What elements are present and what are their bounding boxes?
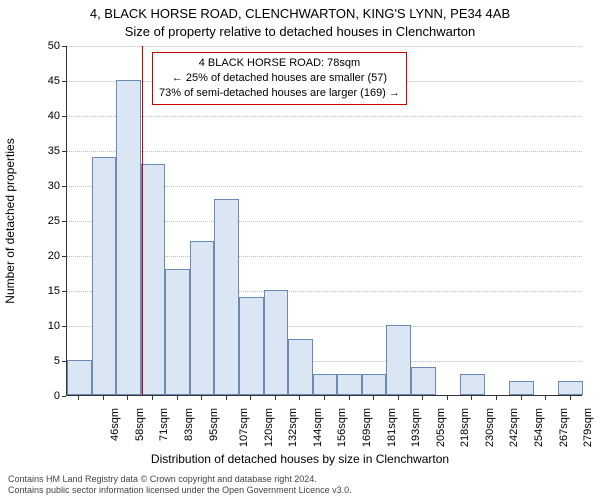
x-tick-label: 71sqm (158, 408, 170, 441)
x-tick-label: 46sqm (109, 408, 121, 441)
y-tick-label: 10 (30, 320, 60, 332)
histogram-bar (92, 157, 117, 395)
histogram-bar (141, 164, 166, 395)
y-tick-label: 25 (30, 215, 60, 227)
histogram-bar (116, 80, 141, 395)
plot-area: 4 BLACK HORSE ROAD: 78sqm← 25% of detach… (66, 46, 582, 396)
histogram-bar (558, 381, 583, 395)
x-tick-label: 230sqm (484, 408, 496, 447)
y-tick-label: 50 (30, 40, 60, 52)
histogram-bar (313, 374, 338, 395)
x-tick-label: 267sqm (558, 408, 570, 447)
histogram-bar (67, 360, 92, 395)
histogram-bar (264, 290, 289, 395)
x-tick-label: 120sqm (263, 408, 275, 447)
x-tick-mark (103, 396, 104, 400)
x-tick-label: 279sqm (582, 408, 594, 447)
x-tick-mark (349, 396, 350, 400)
x-tick-mark (496, 396, 497, 400)
x-tick-mark (398, 396, 399, 400)
y-tick-label: 0 (30, 390, 60, 402)
y-tick-label: 20 (30, 250, 60, 262)
x-tick-label: 254sqm (533, 408, 545, 447)
y-tick-label: 5 (30, 355, 60, 367)
x-tick-label: 218sqm (459, 408, 471, 447)
y-tick-mark (62, 151, 66, 152)
y-tick-label: 45 (30, 75, 60, 87)
histogram-bar (509, 381, 534, 395)
annotation-line: 73% of semi-detached houses are larger (… (159, 86, 400, 101)
x-axis-label: Distribution of detached houses by size … (0, 452, 600, 466)
x-tick-mark (373, 396, 374, 400)
x-tick-mark (521, 396, 522, 400)
x-tick-mark (152, 396, 153, 400)
histogram-bar (288, 339, 313, 395)
histogram-bar (386, 325, 411, 395)
x-tick-mark (275, 396, 276, 400)
x-tick-label: 132sqm (287, 408, 299, 447)
histogram-bar (460, 374, 485, 395)
gridline (67, 116, 582, 117)
x-tick-mark (324, 396, 325, 400)
annotation-box: 4 BLACK HORSE ROAD: 78sqm← 25% of detach… (152, 52, 407, 105)
x-tick-label: 95sqm (208, 408, 220, 441)
x-tick-mark (471, 396, 472, 400)
x-tick-label: 83sqm (183, 408, 195, 441)
y-tick-mark (62, 81, 66, 82)
x-tick-mark (177, 396, 178, 400)
annotation-line: 4 BLACK HORSE ROAD: 78sqm (159, 56, 400, 71)
x-tick-label: 107sqm (238, 408, 250, 447)
x-tick-mark (201, 396, 202, 400)
histogram-bar (239, 297, 264, 395)
footer-line-1: Contains HM Land Registry data © Crown c… (8, 474, 352, 485)
property-marker-line (142, 46, 143, 395)
x-tick-label: 193sqm (410, 408, 422, 447)
footer-line-2: Contains public sector information licen… (8, 485, 352, 496)
y-tick-mark (62, 221, 66, 222)
histogram-bar (411, 367, 436, 395)
gridline (67, 46, 582, 47)
y-tick-mark (62, 256, 66, 257)
x-tick-mark (422, 396, 423, 400)
x-tick-label: 181sqm (386, 408, 398, 447)
y-tick-mark (62, 291, 66, 292)
gridline (67, 151, 582, 152)
footer-attribution: Contains HM Land Registry data © Crown c… (8, 474, 352, 497)
histogram-bar (362, 374, 387, 395)
x-tick-mark (447, 396, 448, 400)
x-tick-mark (570, 396, 571, 400)
x-tick-label: 169sqm (361, 408, 373, 447)
y-tick-mark (62, 186, 66, 187)
histogram-bar (190, 241, 215, 395)
x-tick-label: 58sqm (134, 408, 146, 441)
y-tick-mark (62, 46, 66, 47)
y-tick-label: 35 (30, 145, 60, 157)
y-tick-label: 40 (30, 110, 60, 122)
x-tick-mark (299, 396, 300, 400)
x-tick-label: 242sqm (509, 408, 521, 447)
histogram-bar (165, 269, 190, 395)
y-tick-mark (62, 116, 66, 117)
y-tick-mark (62, 396, 66, 397)
histogram-bar (214, 199, 239, 395)
y-axis-label: Number of detached properties (3, 138, 17, 303)
x-tick-label: 156sqm (337, 408, 349, 447)
x-tick-label: 205sqm (435, 408, 447, 447)
y-tick-mark (62, 326, 66, 327)
x-tick-mark (127, 396, 128, 400)
annotation-line: ← 25% of detached houses are smaller (57… (159, 71, 400, 86)
y-tick-mark (62, 361, 66, 362)
x-tick-mark (250, 396, 251, 400)
x-tick-label: 144sqm (312, 408, 324, 447)
x-tick-mark (78, 396, 79, 400)
chart-container: 4, BLACK HORSE ROAD, CLENCHWARTON, KING'… (0, 0, 600, 500)
x-tick-mark (226, 396, 227, 400)
x-tick-mark (545, 396, 546, 400)
y-tick-label: 15 (30, 285, 60, 297)
y-tick-label: 30 (30, 180, 60, 192)
histogram-bar (337, 374, 362, 395)
chart-title-description: Size of property relative to detached ho… (0, 24, 600, 39)
chart-title-address: 4, BLACK HORSE ROAD, CLENCHWARTON, KING'… (0, 6, 600, 21)
